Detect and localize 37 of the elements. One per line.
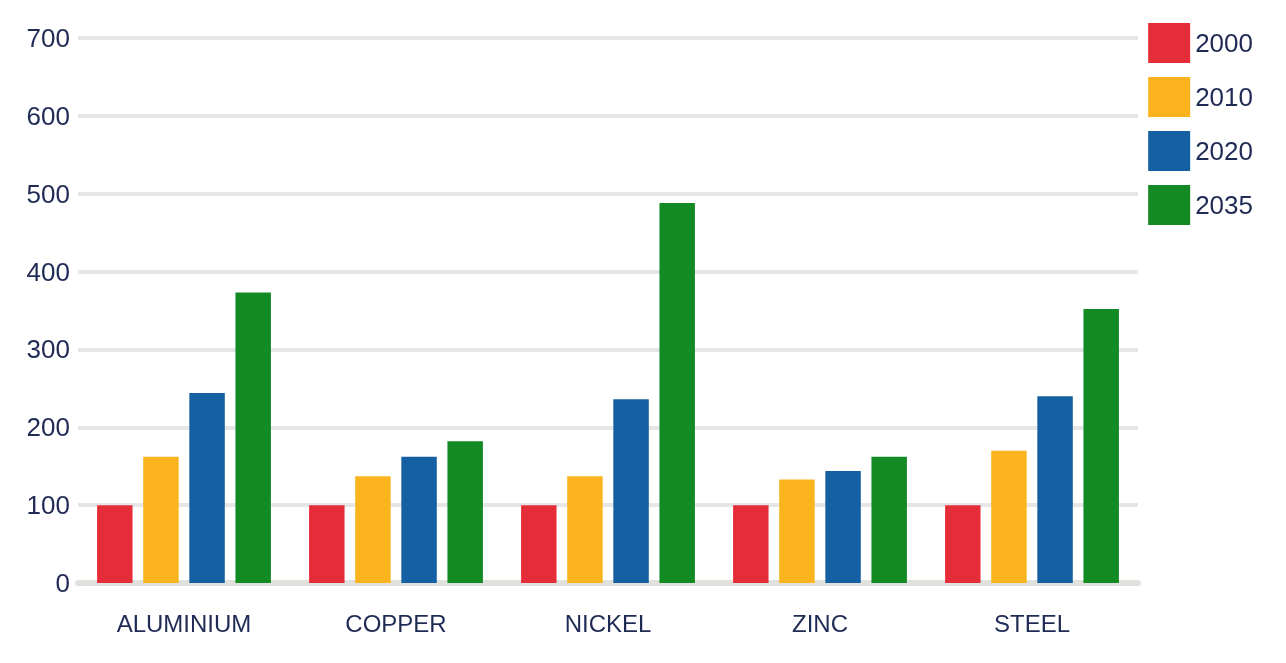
y-tick-label: 0 (55, 568, 70, 598)
legend-label: 2035 (1195, 190, 1253, 220)
y-tick-label: 600 (26, 100, 70, 131)
bar (521, 505, 557, 583)
bar (779, 479, 815, 583)
bar (235, 292, 271, 583)
bar (567, 476, 603, 583)
x-tick-label: STEEL (993, 609, 1071, 637)
y-tick-label: 100 (26, 490, 70, 521)
bar (355, 476, 391, 583)
bar (945, 505, 981, 583)
bar (733, 505, 769, 583)
y-tick-label: 700 (26, 23, 70, 53)
bar (97, 505, 133, 583)
legend-label: 2020 (1195, 136, 1253, 166)
y-tick-label: 200 (26, 412, 70, 443)
x-tick-label: ALUMINIUM (116, 609, 252, 637)
bar (1037, 396, 1073, 583)
bar (447, 441, 483, 583)
y-tick-label: 400 (26, 256, 70, 287)
legend-label: 2010 (1195, 82, 1253, 112)
bar (309, 505, 345, 583)
x-tick-label: NICKEL (564, 609, 652, 637)
bar (189, 393, 225, 583)
bar (871, 456, 907, 583)
y-tick-label: 300 (26, 334, 70, 365)
bar (143, 456, 179, 583)
legend-label: 2000 (1195, 28, 1253, 58)
bar (659, 203, 695, 583)
x-tick-label: COPPER (345, 609, 447, 637)
bar (825, 470, 861, 583)
bar (991, 450, 1027, 583)
bar (613, 399, 649, 583)
y-tick-label: 500 (26, 178, 70, 209)
x-tick-label: ZINC (792, 609, 848, 637)
bar (401, 456, 437, 583)
bar (1083, 308, 1119, 583)
